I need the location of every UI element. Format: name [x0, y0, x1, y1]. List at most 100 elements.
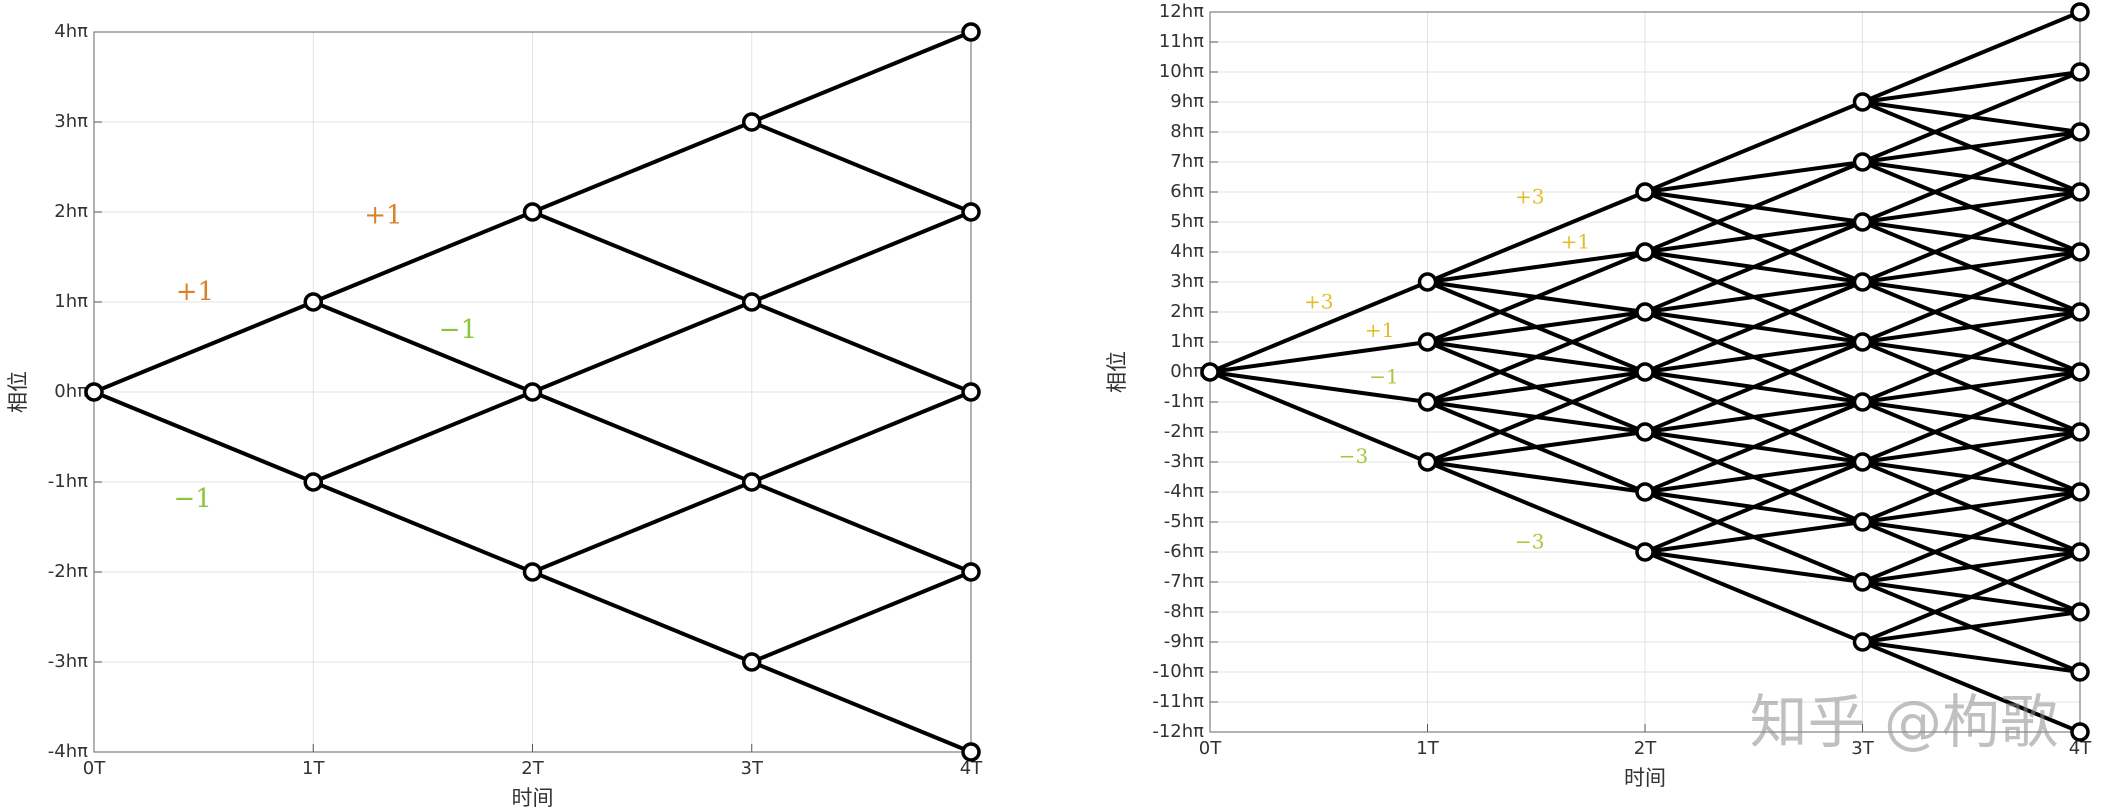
trellis-node	[1417, 272, 1438, 292]
y-tick-label: 10hπ	[1159, 61, 1204, 82]
y-tick-label: -3hπ	[1164, 451, 1204, 472]
trellis-edge	[1860, 130, 2082, 164]
annotation: +1	[1561, 230, 1590, 254]
trellis-edge	[311, 480, 535, 574]
trellis-node	[1635, 302, 1655, 322]
trellis-edge	[1643, 340, 1865, 374]
trellis-node	[522, 202, 543, 222]
trellis-node	[961, 382, 981, 402]
trellis-edge	[311, 390, 535, 484]
trellis-node	[961, 562, 981, 582]
annotation: −3	[1339, 444, 1368, 468]
trellis-edge	[1860, 70, 2082, 164]
trellis-node	[2070, 602, 2090, 622]
trellis-edge	[92, 390, 316, 484]
x-tick-label: 4T	[2069, 738, 2092, 759]
trellis-edge	[1860, 250, 2082, 344]
trellis-edge	[1860, 370, 2082, 404]
y-tick-label: -10hπ	[1152, 661, 1204, 682]
trellis-edge	[530, 480, 754, 574]
trellis-edge	[1425, 250, 1647, 344]
trellis-edge	[530, 120, 754, 214]
trellis-edge	[1860, 430, 2082, 464]
trellis-edge	[92, 300, 316, 394]
trellis-edge	[1425, 190, 1647, 284]
y-tick-label: 12hπ	[1159, 1, 1204, 22]
y-tick-label: -12hπ	[1152, 721, 1204, 742]
annotation: −1	[439, 315, 477, 345]
trellis-edge	[1643, 160, 1865, 194]
trellis-edge	[1860, 250, 2082, 284]
y-tick-label: -4hπ	[48, 741, 88, 762]
trellis-node	[2070, 242, 2090, 262]
trellis-edge	[530, 390, 754, 484]
trellis-edge	[1860, 190, 2082, 284]
y-tick-label: 3hπ	[1170, 271, 1204, 292]
annotation: −1	[173, 484, 211, 514]
trellis-edge	[1425, 370, 1647, 464]
trellis-node	[742, 652, 762, 672]
trellis-edge	[530, 210, 754, 304]
trellis-edge	[1643, 340, 1865, 434]
trellis-node	[1852, 152, 1873, 172]
y-tick-label: 9hπ	[1170, 91, 1204, 112]
y-tick-label: 0hπ	[54, 381, 88, 402]
y-tick-label: -1hπ	[1164, 391, 1204, 412]
trellis-node	[961, 742, 981, 762]
trellis-node	[522, 382, 543, 402]
trellis-edge	[311, 210, 535, 304]
y-tick-label: 2hπ	[54, 201, 88, 222]
y-tick-label: -7hπ	[1164, 571, 1204, 592]
trellis-edge	[1425, 310, 1647, 404]
trellis-edge	[749, 390, 973, 484]
y-tick-label: -9hπ	[1164, 631, 1204, 652]
trellis-edge	[749, 30, 973, 124]
watermark: 知乎 @枸歌	[1750, 688, 2058, 756]
trellis-edge	[1860, 490, 2082, 584]
trellis-node	[84, 382, 104, 402]
annotation: +1	[364, 201, 402, 231]
annotation: +3	[1304, 290, 1333, 314]
trellis-node	[2070, 362, 2090, 382]
trellis-node	[303, 472, 323, 492]
annotation: −3	[1515, 530, 1544, 554]
trellis-node	[2070, 122, 2090, 142]
x-tick-label: 3T	[741, 758, 764, 779]
trellis-edge	[1860, 550, 2082, 644]
y-tick-label: -6hπ	[1164, 541, 1204, 562]
y-tick-label: 0hπ	[1170, 361, 1204, 382]
trellis-node	[303, 292, 323, 312]
trellis-edge	[749, 210, 973, 304]
trellis-node	[2070, 422, 2090, 442]
annotation: +1	[176, 277, 214, 307]
y-tick-label: 8hπ	[1170, 121, 1204, 142]
y-tick-label: 3hπ	[54, 111, 88, 132]
trellis-node	[742, 112, 762, 132]
trellis-edge	[1860, 490, 2082, 524]
y-tick-label: -8hπ	[1164, 601, 1204, 622]
trellis-edge	[1425, 310, 1647, 344]
x-axis-label: 时间	[1624, 766, 1666, 790]
x-tick-label: 3T	[1851, 738, 1874, 759]
y-tick-label: -11hπ	[1152, 691, 1204, 712]
trellis-edge	[1643, 280, 1865, 374]
trellis-node	[1852, 212, 1873, 232]
trellis-edge	[1643, 460, 1865, 494]
trellis-edge	[1860, 370, 2082, 464]
trellis-node	[1635, 422, 1655, 442]
trellis-node	[2070, 482, 2090, 502]
y-tick-label: 2hπ	[1170, 301, 1204, 322]
trellis-node	[1417, 452, 1438, 472]
trellis-edge	[1643, 550, 1865, 644]
trellis-edge	[1860, 640, 2082, 674]
trellis-node	[2070, 182, 2090, 202]
trellis-node	[1635, 542, 1655, 562]
trellis-edge	[1860, 10, 2082, 104]
trellis-edge	[1860, 310, 2082, 404]
trellis-edge	[749, 120, 973, 214]
trellis-edge	[1860, 310, 2082, 344]
trellis-edge	[1860, 430, 2082, 524]
annotation: +1	[1365, 318, 1394, 342]
y-tick-label: 5hπ	[1170, 211, 1204, 232]
